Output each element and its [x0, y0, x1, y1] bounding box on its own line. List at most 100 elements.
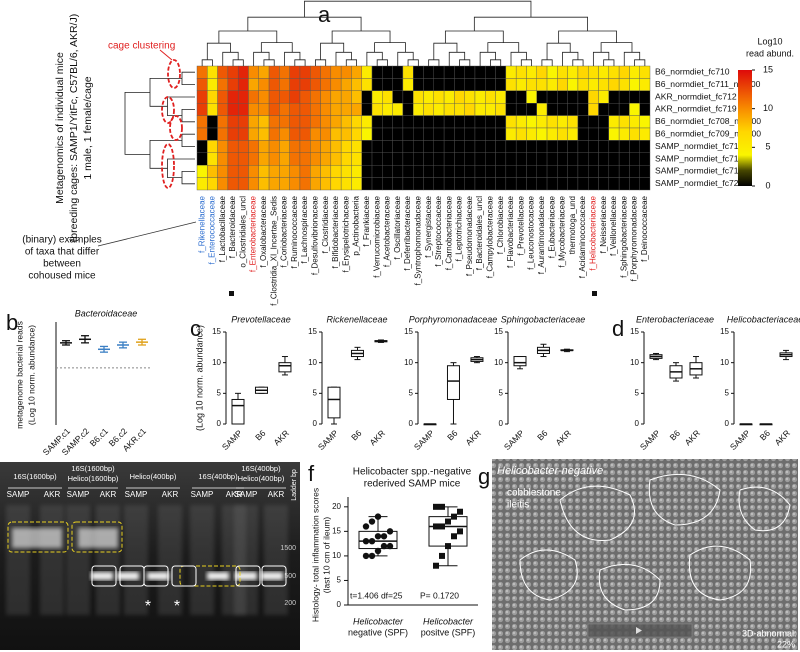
heatmap-cell	[557, 177, 568, 191]
heatmap-cell	[485, 115, 496, 129]
panel-title: Prevotellaceae	[231, 314, 291, 324]
row-label: SAMP_normdiet_fc714	[655, 166, 744, 176]
heatmap-cell	[248, 164, 259, 178]
gel-smear	[124, 505, 148, 615]
play-icon	[636, 627, 642, 634]
heatmap-cell	[588, 65, 599, 79]
heatmap-cell	[454, 65, 465, 79]
heatmap-cell	[340, 177, 352, 191]
heatmap-cell	[320, 140, 332, 153]
heatmap-cell	[433, 115, 445, 129]
band-highlight	[7, 521, 69, 553]
box	[231, 398, 245, 425]
heatmap-cell	[485, 177, 496, 191]
heatmap-cell	[382, 177, 393, 191]
gel-group-label: Helico(400bp)	[130, 472, 177, 481]
heatmap-cell	[330, 102, 342, 116]
column-label: thermotoga_und	[568, 196, 577, 254]
heatmap-cell	[413, 65, 424, 79]
heatmap-cell	[371, 78, 383, 92]
heatmap-cell	[402, 127, 414, 141]
heatmap-cell	[351, 177, 362, 191]
note: of taxa that differ	[25, 247, 100, 258]
heatmap-cell	[207, 90, 218, 104]
column-label: o_Clostridiales_uncl	[238, 196, 247, 268]
statistic: P= 0.1720	[420, 590, 459, 600]
heatmap-cell	[546, 102, 558, 116]
y-tick-label: 0	[725, 419, 730, 428]
marker	[229, 291, 234, 296]
heatmap-cell	[351, 78, 362, 92]
heatmap-cell	[588, 90, 599, 104]
heatmap-cell	[567, 164, 579, 178]
heatmap-cell	[248, 140, 259, 153]
x-tick-label: SAMP	[502, 428, 526, 452]
heatmap-cell	[443, 90, 455, 104]
heatmap-cell	[598, 65, 610, 79]
heatmap-cell	[413, 115, 424, 129]
y-tick-label: 5	[337, 576, 342, 585]
column-label: f_Pseudomonadaceae	[465, 195, 474, 276]
column-label: f_Lachnospiraceae	[300, 195, 309, 263]
x-tick-label: B6	[535, 428, 550, 443]
dendrogram	[247, 16, 362, 32]
heatmap-cell	[464, 65, 476, 79]
heatmap-cell	[618, 140, 630, 153]
x-tick-label: AKR	[272, 428, 291, 447]
data-point	[380, 542, 388, 550]
data-point	[368, 518, 376, 525]
gel-smear	[40, 505, 64, 615]
heatmap-cell	[464, 127, 476, 141]
heatmap-cell	[196, 164, 208, 178]
heatmap-cell	[320, 102, 332, 116]
heatmap-cell	[248, 115, 259, 129]
heatmap-cell	[196, 152, 208, 166]
heatmap-cell	[402, 152, 414, 166]
heatmap-cell	[639, 115, 651, 129]
y-tick-label: 0	[635, 419, 640, 428]
y-axis-label: 1 male, 1 female/cage	[82, 76, 94, 179]
heatmap-cell	[433, 164, 445, 178]
x-tick-label: SAMP	[316, 428, 340, 452]
heatmap-cell	[598, 78, 610, 92]
heatmap-cell	[474, 102, 486, 116]
heatmap-cell	[351, 65, 362, 79]
lesion-outline	[738, 486, 791, 532]
label: cobblestone	[507, 488, 561, 499]
column-label: p_Actinobacteria	[352, 195, 361, 255]
y-tick-label: 0	[313, 419, 318, 428]
heatmap-cell	[402, 65, 414, 79]
micrograph	[492, 459, 798, 650]
heatmap-cell	[289, 102, 301, 116]
panel-title: Rickenellaceae	[326, 314, 387, 324]
heatmap-cell	[618, 78, 630, 92]
heatmap-cell	[485, 152, 496, 166]
heatmap-cell	[443, 65, 455, 79]
heatmap-cell	[557, 115, 568, 129]
heatmap-cell	[320, 115, 332, 129]
dendrogram	[232, 59, 244, 66]
heatmap-cell	[588, 140, 599, 153]
heatmap-cell	[598, 140, 610, 153]
heatmap-cell	[310, 164, 321, 178]
asterisk: *	[145, 598, 151, 615]
lesion-outline	[648, 473, 721, 526]
heatmap-cell	[217, 164, 229, 178]
heatmap-cell	[279, 65, 290, 79]
heatmap-cell	[443, 177, 455, 191]
gel-band	[91, 572, 113, 580]
heatmap-cell	[371, 127, 383, 141]
ladder-label: 1500	[280, 545, 296, 552]
heatmap-cell	[361, 152, 373, 166]
dendrogram	[479, 51, 496, 66]
heatmap-cell	[279, 102, 290, 116]
x-tick-label: B6	[758, 428, 773, 443]
heatmap-cell	[546, 115, 558, 129]
heatmap-cell	[413, 127, 424, 141]
heatmap-cell	[557, 164, 568, 178]
heatmap-cell	[567, 65, 579, 79]
heatmap-cell	[557, 65, 568, 79]
heatmap-cell	[526, 164, 537, 178]
band-highlight	[179, 565, 241, 587]
dendrogram	[304, 0, 532, 18]
